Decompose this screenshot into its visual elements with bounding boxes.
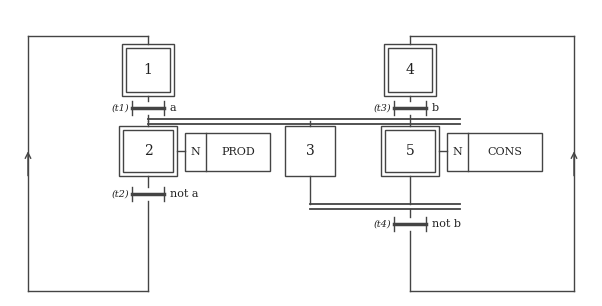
Bar <box>122 44 174 96</box>
Text: b: b <box>432 103 439 113</box>
Bar <box>126 48 170 92</box>
Text: N: N <box>453 147 462 157</box>
Text: not a: not a <box>170 189 199 199</box>
Text: 4: 4 <box>406 63 414 77</box>
Text: CONS: CONS <box>488 147 523 157</box>
Bar <box>119 126 177 176</box>
Text: 5: 5 <box>406 144 414 158</box>
Text: 2: 2 <box>144 144 152 158</box>
Bar <box>123 130 173 172</box>
Bar <box>447 133 542 171</box>
Bar <box>385 130 435 172</box>
Bar <box>384 44 436 96</box>
Text: PROD: PROD <box>222 147 255 157</box>
Text: (t1): (t1) <box>111 103 129 113</box>
Bar <box>285 126 335 176</box>
Text: (t3): (t3) <box>373 103 391 113</box>
Text: not b: not b <box>432 219 461 229</box>
Bar <box>381 126 439 176</box>
Bar <box>388 48 432 92</box>
Text: (t2): (t2) <box>111 189 129 199</box>
Bar <box>185 133 270 171</box>
Text: a: a <box>170 103 176 113</box>
Text: 1: 1 <box>143 63 152 77</box>
Text: (t4): (t4) <box>373 219 391 229</box>
Text: N: N <box>191 147 200 157</box>
Text: 3: 3 <box>306 144 314 158</box>
